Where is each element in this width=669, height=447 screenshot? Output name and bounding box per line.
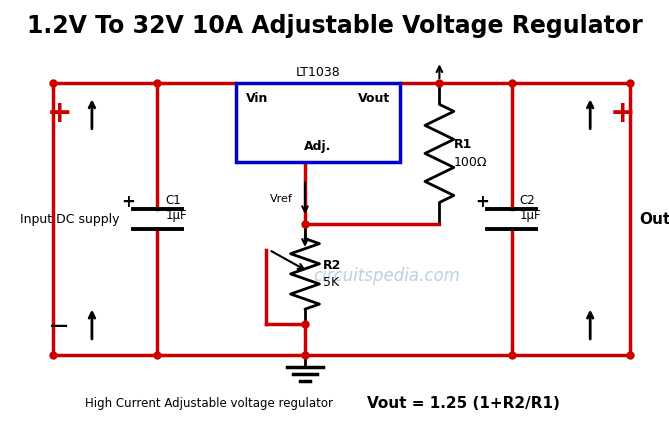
- Text: C2: C2: [519, 194, 535, 207]
- Text: Vout: Vout: [358, 92, 390, 105]
- Text: +: +: [475, 194, 489, 211]
- Text: 1μF: 1μF: [165, 209, 187, 222]
- Text: High Current Adjustable voltage regulator: High Current Adjustable voltage regulato…: [86, 396, 333, 409]
- Bar: [236, 83, 400, 162]
- Text: C1: C1: [165, 194, 181, 207]
- Text: +: +: [610, 100, 636, 128]
- Text: 1μF: 1μF: [519, 209, 541, 222]
- Text: +: +: [46, 100, 72, 128]
- Text: Adj.: Adj.: [304, 140, 332, 153]
- Text: 5K: 5K: [323, 276, 339, 289]
- Text: Vref: Vref: [270, 194, 293, 204]
- Text: circuitspedia.com: circuitspedia.com: [314, 267, 460, 285]
- Text: R2: R2: [323, 259, 342, 272]
- Text: +: +: [121, 194, 135, 211]
- Text: Output: Output: [640, 211, 669, 227]
- Text: R1: R1: [454, 138, 472, 151]
- Text: 100Ω: 100Ω: [454, 156, 487, 169]
- Text: Input DC supply: Input DC supply: [20, 213, 119, 226]
- Text: Vin: Vin: [246, 92, 268, 105]
- Text: 1.2V To 32V 10A Adjustable Voltage Regulator: 1.2V To 32V 10A Adjustable Voltage Regul…: [27, 14, 642, 38]
- Text: —: —: [50, 317, 68, 335]
- Text: Vout = 1.25 (1+R2/R1): Vout = 1.25 (1+R2/R1): [367, 396, 560, 411]
- Text: LT1038: LT1038: [296, 66, 341, 79]
